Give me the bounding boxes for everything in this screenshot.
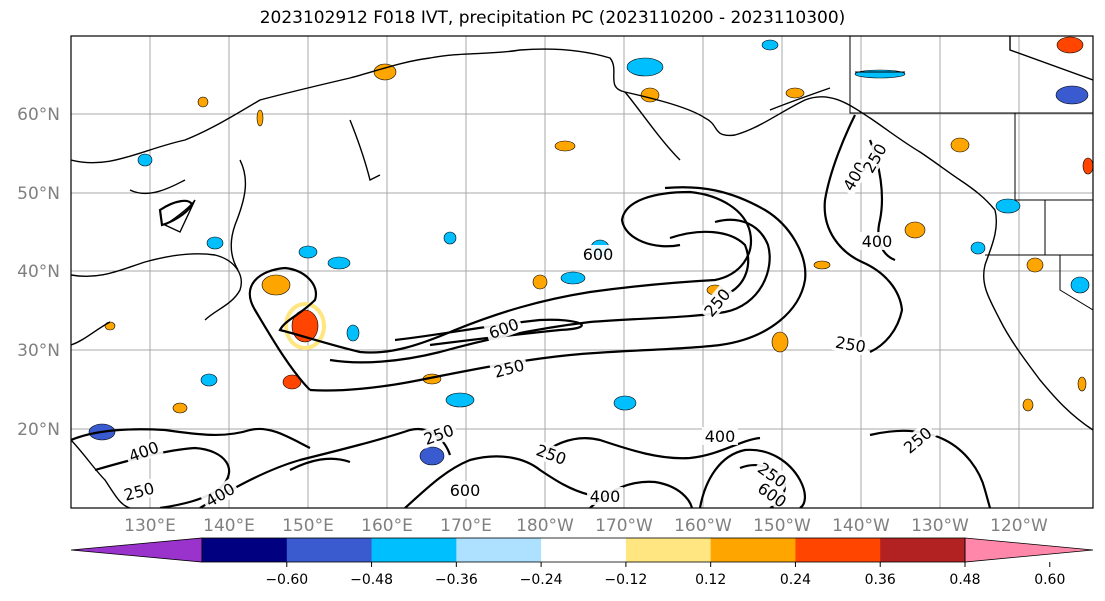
colorbar-extend-high: [964, 537, 1094, 563]
precip-patch: [904, 221, 926, 239]
colorbar-bin: [541, 538, 627, 562]
colorbar-bin: [710, 538, 796, 562]
lat-label: 40°N: [17, 262, 60, 282]
chart-title: 2023102912 F018 IVT, precipitation PC (2…: [259, 8, 846, 28]
svg-text:400: 400: [705, 427, 736, 446]
colorbar-bin: [795, 538, 881, 562]
precip-patch: [327, 256, 351, 270]
precip-patch: [1082, 157, 1093, 175]
precip-patch: [785, 87, 805, 99]
contour-label: 400: [859, 232, 895, 251]
precip-patch: [200, 373, 218, 387]
colorbar-bin: [625, 538, 712, 562]
colorbar-bin: [371, 538, 457, 562]
lon-label: 170°E: [440, 516, 492, 536]
colorbar: [70, 537, 1094, 563]
precip-patch: [445, 392, 475, 408]
lon-label: 160°W: [674, 516, 732, 536]
contour-label: 600: [447, 481, 483, 500]
colorbar-frame: [201, 537, 966, 563]
precip-patch: [172, 402, 188, 414]
precip-patch: [346, 324, 360, 342]
colorbar-ticks: −0.60 −0.48 −0.36 −0.24 −0.12 0.12 0.24 0.36 0.4…: [265, 562, 1065, 588]
precip-patch: [640, 87, 660, 103]
colorbar-tick-label: 0.36: [865, 572, 896, 588]
colorbar-tick-label: −0.60: [265, 572, 308, 588]
precip-patch: [197, 96, 209, 108]
colorbar-tick-label: 0.12: [695, 572, 726, 588]
lon-label: 130°E: [124, 516, 176, 536]
lon-label: 160°E: [361, 516, 413, 536]
precip-patch: [771, 331, 789, 353]
colorbar-bin: [202, 538, 288, 562]
precip-patch: [1022, 398, 1034, 412]
lat-label: 30°N: [17, 341, 60, 361]
precip-patch: [1070, 276, 1090, 294]
precip-patch: [261, 274, 291, 296]
svg-text:600: 600: [450, 481, 481, 500]
svg-text:400: 400: [590, 487, 621, 506]
precip-patch: [560, 271, 586, 285]
colorbar-extend-low: [70, 537, 203, 563]
longitude-labels: 130°E 140°E 150°E 160°E 170°E 180°W 170°W 160°W…: [124, 516, 1048, 536]
colorbar-tick-label: 0.60: [1034, 572, 1065, 588]
precip-patch: [613, 395, 637, 411]
colorbar-bin: [456, 538, 542, 562]
precip-patch: [554, 140, 576, 152]
colorbar-tick-label: −0.36: [435, 572, 478, 588]
lon-label: 180°W: [516, 516, 574, 536]
svg-text:400: 400: [862, 232, 893, 251]
lon-label: 170°W: [595, 516, 653, 536]
precip-patch: [950, 137, 970, 153]
lat-label: 60°N: [17, 105, 60, 125]
precip-patch: [1077, 376, 1087, 392]
contour-label: 400: [702, 427, 738, 446]
colorbar-tick-label: −0.48: [350, 572, 393, 588]
precip-patch: [532, 274, 548, 290]
lon-label: 120°W: [990, 516, 1048, 536]
precip-patch: [137, 153, 153, 167]
precip-patch: [626, 57, 664, 77]
precip-patch: [206, 236, 224, 250]
colorbar-bin: [880, 538, 966, 562]
precip-patch-halo: [284, 302, 326, 350]
colorbar-tick-label: 0.24: [780, 572, 811, 588]
precip-patch: [995, 198, 1021, 214]
precip-patch: [256, 109, 264, 127]
precip-patch: [854, 69, 906, 79]
lon-label: 150°E: [282, 516, 334, 536]
precip-patch: [443, 231, 457, 245]
precip-patch: [373, 63, 397, 81]
lat-label: 20°N: [17, 420, 60, 440]
borders: [849, 36, 1093, 311]
colorbar-tick-label: 0.48: [949, 572, 980, 588]
precip-patch: [1056, 36, 1084, 54]
colorbar-bin: [286, 538, 373, 562]
coastlines: [71, 36, 1093, 508]
colorbar-tick-label: −0.12: [604, 572, 647, 588]
contour-label: 600: [580, 245, 616, 264]
precip-patch: [813, 260, 831, 270]
lon-label: 140°E: [203, 516, 255, 536]
lat-label: 50°N: [17, 184, 60, 204]
precip-patch: [1026, 257, 1044, 273]
contour-label: 400: [587, 487, 623, 506]
lon-label: 140°W: [832, 516, 890, 536]
colorbar-tick-label: −0.24: [520, 572, 563, 588]
lon-label: 130°W: [911, 516, 969, 536]
lon-label: 150°W: [753, 516, 811, 536]
latitude-labels: 20°N 30°N 40°N 50°N 60°N: [17, 105, 60, 440]
svg-text:600: 600: [583, 245, 614, 264]
map-frame: [70, 35, 1094, 509]
precip-patch: [970, 241, 986, 255]
precip-patch: [1055, 85, 1089, 105]
precip-patch: [419, 446, 445, 466]
precip-patch: [761, 39, 779, 51]
precip-patch: [282, 374, 302, 390]
precip-patch: [298, 245, 318, 259]
